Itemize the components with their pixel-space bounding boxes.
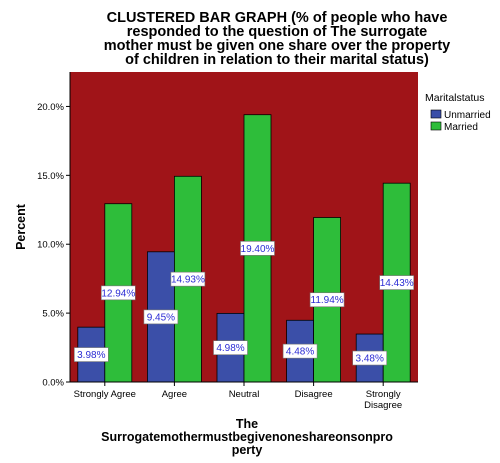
data-labels: 3.98% 12.94% 9.45% 14.93% 4.98% 19.40% 4.48% 11…	[74, 241, 415, 366]
y-tick-label: 10.0%	[37, 240, 64, 251]
x-tick-label: Strongly Agree	[74, 389, 136, 400]
x-tick-label: Agree	[162, 389, 187, 400]
legend-label-married: Married	[444, 122, 478, 133]
data-label: 11.94%	[311, 295, 344, 306]
data-label-box	[170, 271, 206, 287]
x-axis-label-line: Surrogatemothermustbegivenoneshareonsonp…	[101, 430, 393, 444]
y-axis: 0.0% 5.0% 10.0% 15.0% 20.0%	[37, 72, 71, 389]
data-label: 12.94%	[101, 288, 135, 299]
legend-swatch-married	[430, 121, 442, 131]
data-label: 4.48%	[286, 347, 314, 358]
x-tick-label: Strongly	[366, 389, 401, 400]
data-label-box	[282, 343, 318, 359]
chart-title-line: responded to the question of The surroga…	[127, 24, 428, 40]
data-label: 14.43%	[380, 278, 414, 289]
chart-title-line: CLUSTERED BAR GRAPH (% of people who hav…	[107, 10, 448, 26]
y-axis-label: Percent	[14, 203, 28, 250]
data-label-box	[74, 347, 109, 362]
legend-label-unmarried: Unmarried	[444, 110, 491, 121]
x-tick-label: Disagree	[364, 400, 402, 411]
data-label-box	[143, 309, 179, 325]
x-axis-label-line: perty	[232, 443, 263, 457]
data-label: 3.48%	[356, 354, 384, 365]
y-tick-label: 5.0%	[42, 309, 64, 320]
chart-title-line: mother must be given one share over the …	[104, 38, 450, 54]
chart-title: CLUSTERED BAR GRAPH (% of people who hav…	[104, 10, 450, 68]
legend-swatch-unmarried	[430, 109, 442, 119]
data-label: 9.45%	[147, 312, 175, 323]
data-label: 14.93%	[171, 275, 205, 286]
x-tick-label: Disagree	[295, 389, 333, 400]
data-label-box	[101, 285, 136, 301]
y-tick-label: 20.0%	[37, 102, 64, 113]
x-axis-label-line: The	[236, 417, 258, 431]
data-label: 4.98%	[216, 343, 244, 354]
data-label: 3.98%	[77, 350, 105, 361]
data-label-box	[309, 292, 345, 308]
data-label-box	[352, 350, 388, 366]
x-axis: Strongly Agree Agree Neutral Disagree Strong…	[70, 381, 418, 411]
data-label: 19.40%	[241, 244, 275, 255]
x-axis-label: TheSurrogatemothermustbegivenoneshareons…	[101, 417, 393, 457]
data-label-box	[240, 241, 275, 256]
data-label-box	[213, 340, 248, 355]
data-label-box	[379, 275, 415, 290]
y-tick-label: 0.0%	[42, 378, 64, 389]
x-tick-label: Neutral	[229, 389, 260, 400]
y-tick-label: 15.0%	[37, 171, 64, 182]
chart-title-line: of children in relation to their marital…	[125, 52, 429, 68]
legend-title: Maritalstatus	[425, 92, 485, 104]
